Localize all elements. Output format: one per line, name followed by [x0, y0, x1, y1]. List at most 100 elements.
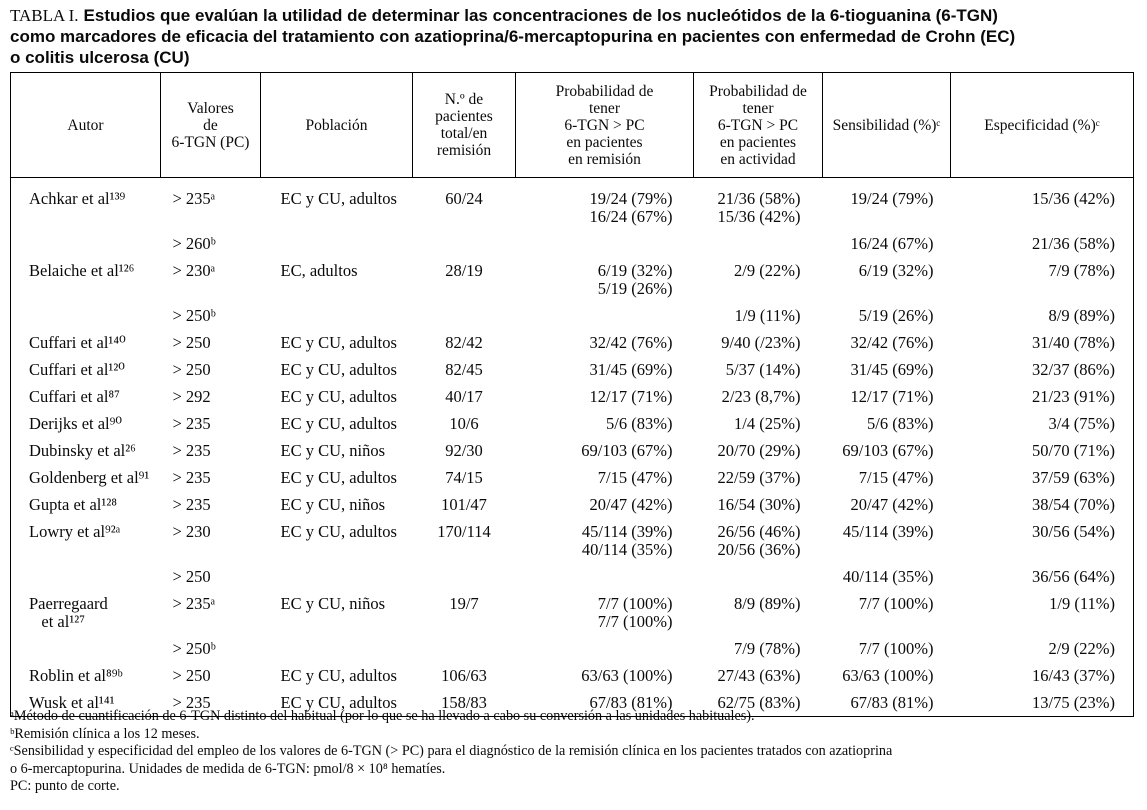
table-cell: > 235: [172, 693, 211, 712]
table-cell: EC y CU, adultos: [280, 333, 397, 352]
table-cell: 32/42 (76%): [589, 333, 673, 352]
table-cell: > 235: [172, 414, 211, 433]
table-cell: 21/23 (91%): [1032, 387, 1115, 406]
table-cell: 92/30: [445, 441, 483, 460]
table-row: Paerregaard et al¹²⁷ > 235ᵃ EC y CU, niños…: [11, 590, 1134, 635]
table-cell: > 260ᵇ: [172, 234, 216, 253]
table-cell: 19/24 (79%) 16/24 (67%): [589, 189, 673, 226]
table-cell: 6/19 (32%) 5/19 (26%): [597, 261, 673, 298]
table-cell: Gupta et al¹²⁸: [29, 495, 118, 514]
table-cell: 5/37 (14%): [725, 360, 801, 379]
table-cell: 36/56 (64%): [1032, 567, 1115, 586]
table-cell: 31/40 (78%): [1032, 333, 1115, 352]
column-header-3: N.º de pacientes total/en remisión: [412, 72, 516, 178]
table-cell: 40/114 (35%): [842, 567, 934, 586]
table-row: Roblin et al⁸⁹ᵇ > 250 EC y CU, adultos 106/…: [11, 662, 1134, 689]
column-header-2: Población: [260, 72, 413, 178]
table-cell: 15/36 (42%): [1032, 189, 1115, 208]
column-header-0: Autor: [10, 72, 161, 178]
table-cell: [261, 230, 413, 257]
table-cell: 74/15: [445, 468, 483, 487]
table-cell: 50/70 (71%): [1032, 441, 1115, 460]
table-cell: 16/54 (30%): [717, 495, 801, 514]
table-cell: > 250: [172, 666, 211, 685]
footnote: ᵇRemisión clínica a los 12 meses.: [10, 725, 200, 742]
table-cell: 69/103 (67%): [842, 441, 934, 460]
table-cell: 2/9 (22%): [734, 261, 801, 280]
table-cell: 82/42: [445, 333, 483, 352]
table-cell: 8/9 (89%): [734, 594, 801, 613]
table-cell: Paerregaard et al¹²⁷: [29, 594, 108, 631]
table-cell: 9/40 (/23%): [721, 333, 801, 352]
table-cell: 32/37 (86%): [1032, 360, 1115, 379]
table-cell: [11, 230, 161, 257]
table-cell: EC y CU, adultos: [280, 693, 397, 712]
table-cell: > 250: [172, 360, 211, 379]
table-row: Wusk et al¹⁴¹ > 235 EC y CU, adultos 158/83…: [11, 689, 1134, 717]
footnote: PC: punto de corte.: [10, 778, 120, 794]
table-body: Achkar et al¹³⁹ > 235ᵃ EC y CU, adultos 60/…: [11, 178, 1134, 717]
table-cell: 45/114 (39%): [842, 522, 934, 541]
table-cell: [11, 563, 161, 590]
table-cell: EC y CU, niños: [280, 495, 386, 514]
table-cell: 12/17 (71%): [850, 387, 934, 406]
table-cell: 3/4 (75%): [1048, 414, 1115, 433]
table-cell: [694, 563, 823, 590]
table-cell: 82/45: [445, 360, 483, 379]
table-cell: 27/43 (63%): [717, 666, 801, 685]
table-cell: [516, 635, 694, 662]
table-cell: [413, 563, 516, 590]
table-cell: EC y CU, adultos: [280, 189, 397, 208]
table-cell: Lowry et al⁹²ᵃ: [29, 522, 121, 541]
table-cell: Wusk et al¹⁴¹: [29, 693, 115, 712]
table-cell: [261, 635, 413, 662]
table-cell: 30/56 (54%): [1032, 522, 1115, 541]
table-cell: EC, adultos: [280, 261, 358, 280]
table-cell: EC y CU, adultos: [280, 666, 397, 685]
table-cell: 2/9 (22%): [1048, 639, 1115, 658]
table-cell: Achkar et al¹³⁹: [29, 189, 126, 208]
table-cell: > 230ᵃ: [172, 261, 216, 280]
caption-label: TABLA I.: [10, 6, 79, 25]
table-cell: 7/7 (100%) 7/7 (100%): [597, 594, 673, 631]
table-cell: Cuffari et al⁸⁷: [29, 387, 120, 406]
table-cell: 19/24 (79%): [850, 189, 934, 208]
table-row: Goldenberg et al⁹¹ > 235 EC y CU, adultos 7…: [11, 464, 1134, 491]
table-cell: 31/45 (69%): [589, 360, 673, 379]
table-row: Cuffari et al¹²⁰ > 250 EC y CU, adultos 82/…: [11, 356, 1134, 383]
table-row: > 250ᵇ 1/9 (11%) 5/19 (26%) 8/9 (89%): [11, 302, 1134, 329]
table-cell: Belaiche et al¹²⁶: [29, 261, 135, 280]
table-caption: TABLA I. Estudios que evalúan la utilidad…: [10, 5, 1140, 68]
table-cell: 45/114 (39%) 40/114 (35%): [581, 522, 673, 559]
table-cell: [516, 302, 694, 329]
table-cell: Goldenberg et al⁹¹: [29, 468, 150, 487]
table-cell: 20/70 (29%): [717, 441, 801, 460]
table-cell: 158/83: [441, 693, 487, 712]
table-cell: Dubinsky et al²⁶: [29, 441, 136, 460]
table-row: > 260ᵇ 16/24 (67%) 21/36 (58%): [11, 230, 1134, 257]
table-cell: EC y CU, adultos: [280, 414, 397, 433]
table-cell: 67/83 (81%): [589, 693, 673, 712]
table-cell: [413, 302, 516, 329]
table-cell: 60/24: [445, 189, 483, 208]
table-cell: > 235: [172, 441, 211, 460]
table-row: Gupta et al¹²⁸ > 235 EC y CU, niños 101/47 2…: [11, 491, 1134, 518]
table-cell: 19/7: [449, 594, 479, 613]
table-cell: 7/15 (47%): [597, 468, 673, 487]
table-header: Autor Valores de 6-TGN (PC) Población N.º d…: [10, 72, 1134, 178]
table-row: > 250ᵇ 7/9 (78%) 7/7 (100%) 2/9 (22%): [11, 635, 1134, 662]
table-cell: 20/47 (42%): [589, 495, 673, 514]
table-cell: > 292: [172, 387, 211, 406]
footnote: ᶜSensibilidad y especificidad del empleo…: [10, 743, 893, 777]
table-cell: 38/54 (70%): [1032, 495, 1115, 514]
table-cell: 28/19: [445, 261, 483, 280]
table-row: Cuffari et al¹⁴⁰ > 250 EC y CU, adultos 82/…: [11, 329, 1134, 356]
table-cell: [11, 302, 161, 329]
table-cell: 106/63: [441, 666, 487, 685]
table-cell: EC y CU, adultos: [280, 360, 397, 379]
table-cell: Cuffari et al¹²⁰: [29, 360, 125, 379]
table-cell: [516, 230, 694, 257]
table-cell: 26/56 (46%) 20/56 (36%): [717, 522, 801, 559]
table-cell: 1/9 (11%): [1049, 594, 1115, 613]
